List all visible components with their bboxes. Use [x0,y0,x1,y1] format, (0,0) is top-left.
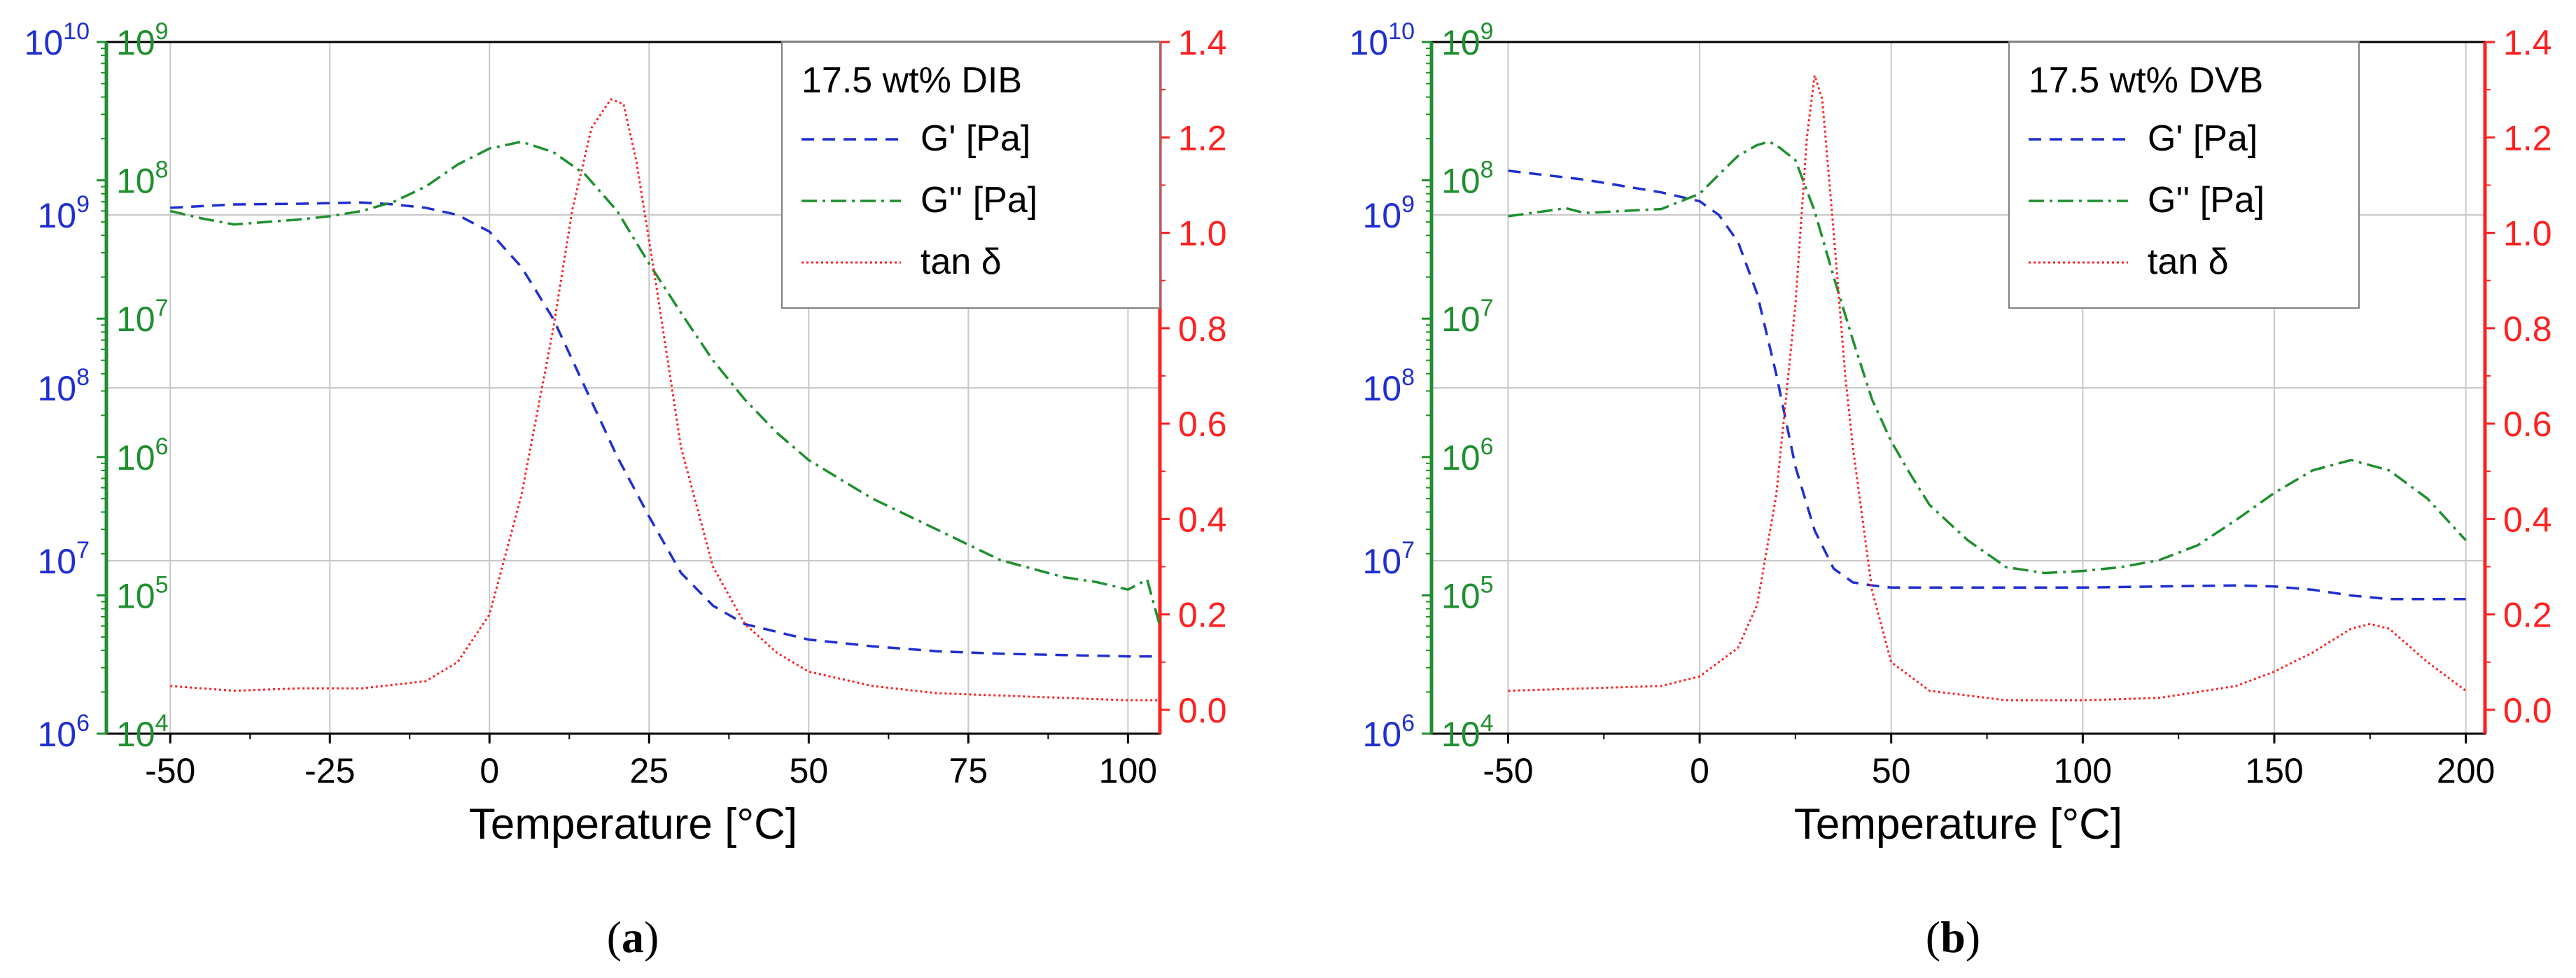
x-tick-label: 25 [629,751,668,790]
panel-caption: (b) [1926,912,1980,962]
x-tick-label: -50 [145,751,195,790]
x-tick-label: 100 [1099,751,1157,790]
gprime-tick-label: 109 [37,191,90,235]
x-tick-label: 200 [2437,751,2495,790]
legend-label-gprime: G' [Pa] [2148,118,2258,159]
gprime-tick-label: 108 [1362,364,1415,408]
tan-tick-label: 1.0 [2503,214,2552,253]
gdouble-tick-label: 109 [116,18,169,62]
gprime-tick-label: 106 [37,710,90,754]
x-axis-label: Temperature [°C] [469,800,797,848]
x-tick-label: 75 [949,751,988,790]
tan-tick-label: 0.4 [2503,500,2552,539]
legend-box [2008,41,2360,309]
gprime-tick-label: 1010 [24,18,90,62]
legend: 17.5 wt% DVB G' [Pa] G'' [Pa] tan δ [2008,41,2360,309]
gdouble-tick-label: 105 [116,571,169,615]
tan-tick-label: 0.8 [2503,309,2552,349]
gprime-tick-label: 107 [37,537,90,581]
legend-label-gprime: G' [Pa] [920,118,1030,159]
legend: 17.5 wt% DIB G' [Pa] G'' [Pa] tan δ [781,41,1161,309]
series-line-tan [170,98,1160,701]
tan-tick-label: 1.4 [1178,23,1227,62]
series-line-gdouble [1508,140,2467,575]
tan-tick-label: 1.2 [1178,118,1227,158]
tan-tick-label: 1.4 [2503,23,2552,62]
gdouble-tick-label: 107 [116,295,169,339]
tan-tick-label: 0.2 [1178,596,1227,635]
x-tick-label: 0 [479,751,499,790]
x-tick-label: 50 [790,751,829,790]
x-tick-label: 100 [2054,751,2112,790]
gprime-tick-label: 107 [1362,537,1415,581]
tan-tick-label: 1.0 [1178,214,1227,253]
legend-label-gdouble: G'' [Pa] [920,180,1037,221]
chart-panel-a: -50 -25 0 25 50 75 100 Temperature [°C] 106 107 10… [24,18,1227,962]
tan-tick-label: 0.0 [2503,691,2552,730]
gdouble-tick-label: 108 [116,157,169,201]
legend-label-gdouble: G'' [Pa] [2148,180,2264,221]
panel-caption: (a) [607,912,659,962]
gprime-tick-label: 1010 [1350,18,1415,62]
gdouble-tick-label: 104 [116,710,169,754]
tan-tick-label: 0.4 [1178,500,1227,539]
gprime-tick-label: 109 [1362,191,1415,235]
x-tick-label: 0 [1690,751,1709,790]
gdouble-tick-label: 108 [1441,157,1494,201]
gprime-tick-label: 108 [37,364,90,408]
x-tick-label: -25 [304,751,355,790]
tan-tick-label: 1.2 [2503,118,2552,158]
tan-tick-label: 0.8 [1178,309,1227,349]
tan-tick-label: 0.2 [2503,596,2552,635]
x-axis-label: Temperature [°C] [1794,800,2122,848]
legend-box [781,41,1161,309]
tan-tick-label: 0.6 [1178,405,1227,444]
x-tick-label: -50 [1483,751,1533,790]
legend-label-tan: tan δ [2148,242,2229,282]
chart-panel-b: -50 0 50 100 150 200 Temperature [°C] 106 107 108… [1350,18,2552,962]
gdouble-tick-label: 109 [1441,18,1494,62]
tan-tick-label: 0.0 [1178,691,1227,730]
legend-label-tan: tan δ [920,242,1002,282]
legend-title: 17.5 wt% DIB [802,60,1022,101]
legend-title: 17.5 wt% DVB [2029,60,2263,101]
gdouble-tick-label: 104 [1441,710,1494,754]
x-tick-label: 150 [2245,751,2303,790]
gdouble-tick-label: 105 [1441,571,1494,615]
gdouble-tick-label: 107 [1441,295,1494,339]
gprime-tick-label: 106 [1362,710,1415,754]
x-tick-label: 50 [1872,751,1911,790]
gdouble-tick-label: 106 [116,433,169,477]
tan-tick-label: 0.6 [2503,405,2552,444]
series-line-gdouble [169,140,1161,627]
gdouble-tick-label: 106 [1441,433,1494,477]
